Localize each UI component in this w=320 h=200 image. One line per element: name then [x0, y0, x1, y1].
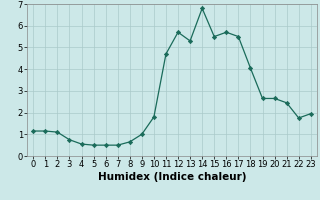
X-axis label: Humidex (Indice chaleur): Humidex (Indice chaleur) [98, 172, 246, 182]
